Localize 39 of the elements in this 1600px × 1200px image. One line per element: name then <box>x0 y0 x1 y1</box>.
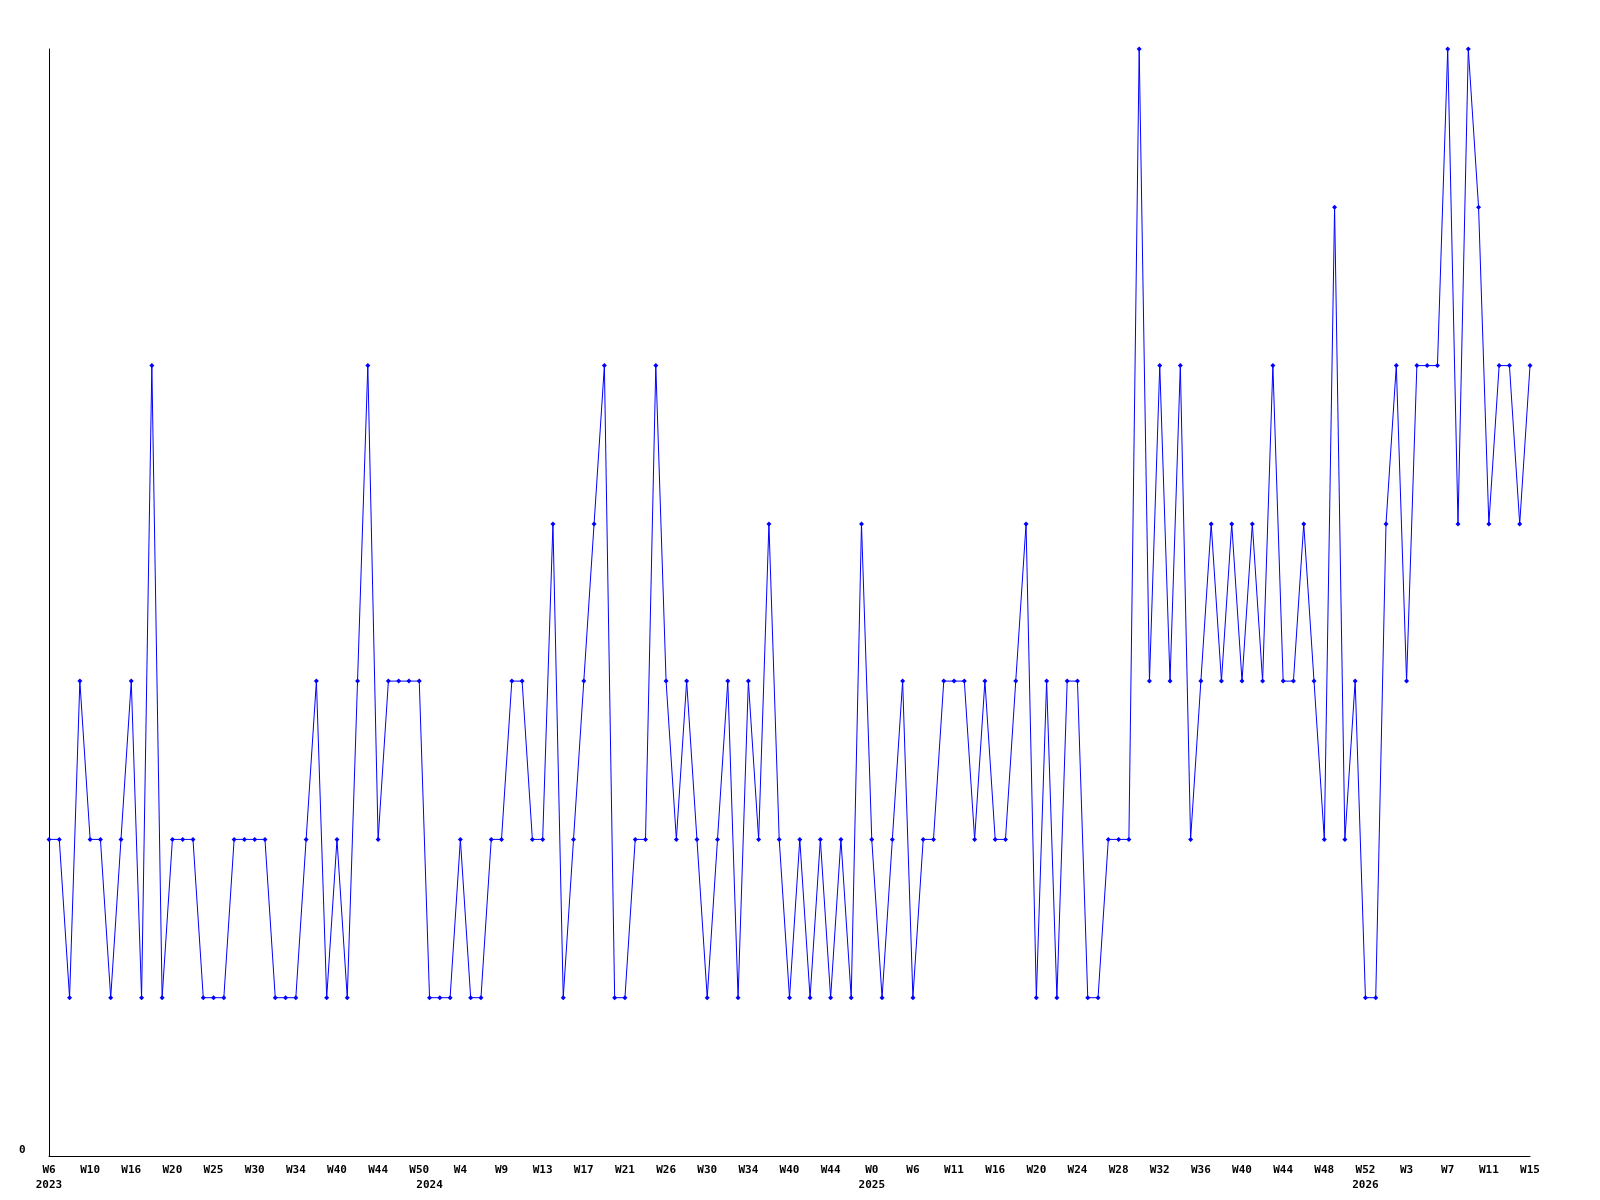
x-tick-label: W21 <box>615 1163 636 1176</box>
x-tick-label: W44 <box>820 1163 841 1176</box>
text: 0 <box>19 1143 26 1156</box>
x-tick-label: W11 <box>944 1163 965 1176</box>
x-tick-label: W13 <box>532 1163 553 1176</box>
x-tick-label: W20 <box>1026 1163 1047 1176</box>
x-tick-label: W52 2026 <box>1352 1163 1380 1191</box>
x-tick-label: W16 <box>121 1163 142 1176</box>
x-tick-label: W26 <box>656 1163 677 1176</box>
x-tick-label: W34 <box>285 1163 307 1176</box>
x-tick-label: W6 <box>906 1163 920 1176</box>
x-tick-label: W36 <box>1190 1163 1212 1176</box>
x-tick-label: W40 <box>1232 1163 1252 1176</box>
x-tick-label: W11 <box>1478 1163 1500 1176</box>
x-tick-label: W44 <box>1273 1163 1294 1176</box>
x-tick-label: W25 <box>203 1163 224 1176</box>
x-tick-label: W34 <box>738 1163 759 1176</box>
x-tick-label: W3 <box>1399 1163 1414 1176</box>
x-tick-label: W32 <box>1149 1163 1170 1176</box>
x-tick-label: W30 <box>697 1163 718 1176</box>
x-tick-label: W15 <box>1520 1163 1540 1176</box>
x-tick-label: W0 2025 <box>858 1163 886 1191</box>
x-tick-label: W40 <box>779 1163 800 1176</box>
x-tick-label: W30 <box>244 1163 265 1176</box>
x-tick-label: W44 <box>368 1163 389 1176</box>
x-tick-label: W4 <box>453 1163 468 1176</box>
x-tick-label: W6 2023 <box>35 1163 63 1191</box>
x-tick-label: W20 <box>162 1163 183 1176</box>
x-tick-label: W48 <box>1314 1163 1335 1176</box>
x-tick-label: W40 <box>327 1163 347 1176</box>
x-tick-label: W7 <box>1441 1163 1455 1176</box>
x-tick-label: W28 <box>1108 1163 1129 1176</box>
x-tick-label: W17 <box>573 1163 594 1176</box>
x-tick-label: W9 <box>494 1163 509 1176</box>
x-tick-label: W10 <box>80 1163 101 1176</box>
x-tick-label: W50 <box>409 1163 430 1176</box>
x-tick-label: W24 <box>1067 1163 1088 1176</box>
x-tick-label: 2024 <box>416 1178 444 1191</box>
x-tick-label: W16 <box>985 1163 1006 1176</box>
